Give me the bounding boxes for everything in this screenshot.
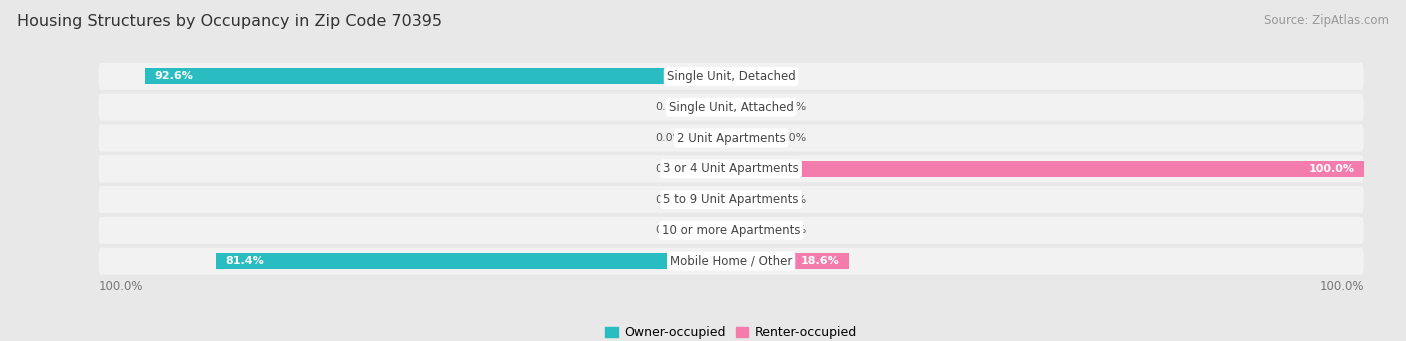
FancyBboxPatch shape	[98, 248, 1364, 275]
Text: 5 to 9 Unit Apartments: 5 to 9 Unit Apartments	[664, 193, 799, 206]
Bar	[731, 130, 772, 146]
FancyBboxPatch shape	[98, 124, 1364, 151]
Text: 2 Unit Apartments: 2 Unit Apartments	[676, 132, 786, 145]
Bar	[731, 222, 772, 238]
Text: 0.0%: 0.0%	[779, 225, 807, 235]
Bar	[731, 192, 772, 208]
Bar	[731, 161, 1364, 177]
Text: 18.6%: 18.6%	[800, 256, 839, 266]
Bar	[145, 69, 731, 85]
FancyBboxPatch shape	[98, 186, 1364, 213]
Text: 100.0%: 100.0%	[1309, 164, 1354, 174]
Bar	[690, 192, 731, 208]
FancyBboxPatch shape	[98, 63, 1364, 90]
Text: Mobile Home / Other: Mobile Home / Other	[669, 255, 793, 268]
Text: Single Unit, Detached: Single Unit, Detached	[666, 70, 796, 83]
FancyBboxPatch shape	[98, 155, 1364, 182]
Bar	[731, 69, 778, 85]
Text: 7.4%: 7.4%	[738, 72, 769, 81]
Bar	[690, 99, 731, 115]
Bar	[690, 222, 731, 238]
Text: 10 or more Apartments: 10 or more Apartments	[662, 224, 800, 237]
Text: 100.0%: 100.0%	[1319, 280, 1364, 293]
Text: Source: ZipAtlas.com: Source: ZipAtlas.com	[1264, 14, 1389, 27]
Text: 0.0%: 0.0%	[655, 164, 683, 174]
FancyBboxPatch shape	[98, 94, 1364, 121]
Text: 0.0%: 0.0%	[779, 133, 807, 143]
Text: 0.0%: 0.0%	[655, 225, 683, 235]
Text: 100.0%: 100.0%	[98, 280, 143, 293]
Text: 3 or 4 Unit Apartments: 3 or 4 Unit Apartments	[664, 162, 799, 175]
Text: 0.0%: 0.0%	[655, 133, 683, 143]
Text: 81.4%: 81.4%	[225, 256, 264, 266]
Text: 0.0%: 0.0%	[655, 102, 683, 112]
Text: Single Unit, Attached: Single Unit, Attached	[669, 101, 793, 114]
Text: 0.0%: 0.0%	[655, 195, 683, 205]
Text: Housing Structures by Occupancy in Zip Code 70395: Housing Structures by Occupancy in Zip C…	[17, 14, 441, 29]
Text: 92.6%: 92.6%	[155, 72, 194, 81]
Bar	[731, 253, 849, 269]
Text: 0.0%: 0.0%	[779, 102, 807, 112]
Legend: Owner-occupied, Renter-occupied: Owner-occupied, Renter-occupied	[600, 321, 862, 341]
Bar	[731, 99, 772, 115]
Bar	[217, 253, 731, 269]
Text: 0.0%: 0.0%	[779, 195, 807, 205]
Bar	[690, 161, 731, 177]
Bar	[690, 130, 731, 146]
FancyBboxPatch shape	[98, 217, 1364, 244]
